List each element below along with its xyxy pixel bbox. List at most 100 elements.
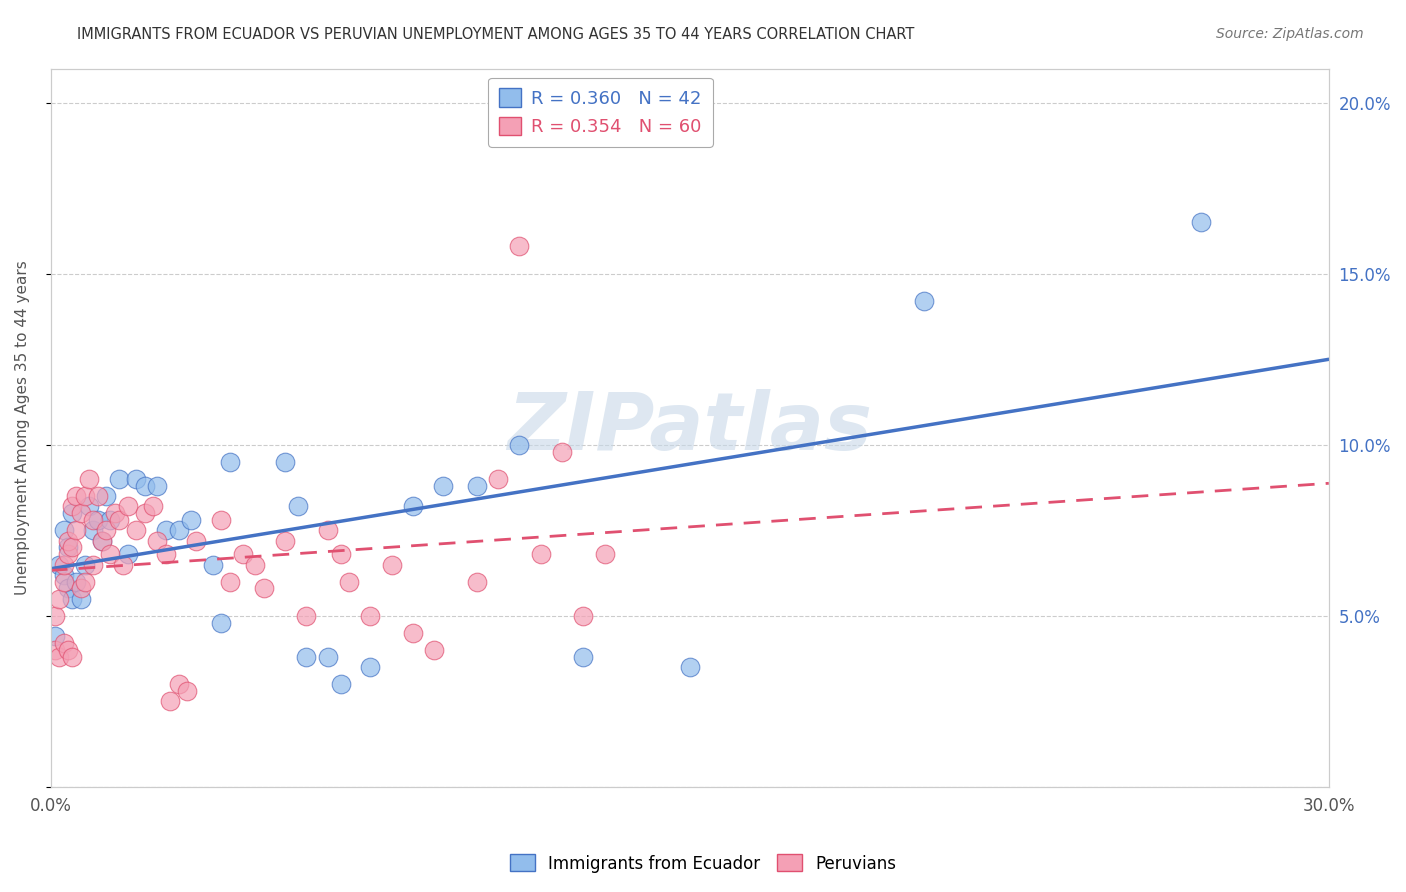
Point xyxy=(359,660,381,674)
Point xyxy=(52,558,75,572)
Point xyxy=(44,608,66,623)
Point xyxy=(52,524,75,538)
Point xyxy=(134,479,156,493)
Point xyxy=(65,524,87,538)
Legend: R = 0.360   N = 42, R = 0.354   N = 60: R = 0.360 N = 42, R = 0.354 N = 60 xyxy=(488,78,713,147)
Point xyxy=(423,643,446,657)
Point xyxy=(381,558,404,572)
Point xyxy=(60,500,83,514)
Point xyxy=(60,541,83,555)
Point xyxy=(176,684,198,698)
Point xyxy=(201,558,224,572)
Point xyxy=(486,472,509,486)
Point xyxy=(245,558,267,572)
Point xyxy=(209,513,232,527)
Legend: Immigrants from Ecuador, Peruvians: Immigrants from Ecuador, Peruvians xyxy=(503,847,903,880)
Point xyxy=(218,455,240,469)
Point xyxy=(56,547,79,561)
Point xyxy=(52,636,75,650)
Point xyxy=(86,513,108,527)
Point xyxy=(91,533,114,548)
Point xyxy=(117,500,139,514)
Point xyxy=(48,649,70,664)
Point xyxy=(82,558,104,572)
Point xyxy=(402,500,425,514)
Text: ZIPatlas: ZIPatlas xyxy=(508,389,872,467)
Point xyxy=(167,524,190,538)
Point xyxy=(287,500,309,514)
Point xyxy=(572,608,595,623)
Point xyxy=(69,582,91,596)
Point xyxy=(112,558,135,572)
Point xyxy=(572,649,595,664)
Point xyxy=(253,582,276,596)
Point xyxy=(56,533,79,548)
Point xyxy=(530,547,553,561)
Point xyxy=(60,506,83,520)
Point xyxy=(69,591,91,606)
Point xyxy=(108,513,131,527)
Point xyxy=(295,649,318,664)
Point xyxy=(184,533,207,548)
Y-axis label: Unemployment Among Ages 35 to 44 years: Unemployment Among Ages 35 to 44 years xyxy=(15,260,30,595)
Point xyxy=(155,547,177,561)
Point xyxy=(52,567,75,582)
Point xyxy=(52,574,75,589)
Text: IMMIGRANTS FROM ECUADOR VS PERUVIAN UNEMPLOYMENT AMONG AGES 35 TO 44 YEARS CORRE: IMMIGRANTS FROM ECUADOR VS PERUVIAN UNEM… xyxy=(77,27,915,42)
Point xyxy=(231,547,253,561)
Point xyxy=(508,438,530,452)
Point xyxy=(48,558,70,572)
Point xyxy=(104,506,127,520)
Point xyxy=(86,489,108,503)
Point xyxy=(108,472,131,486)
Point xyxy=(125,472,148,486)
Point xyxy=(209,615,232,630)
Point xyxy=(56,582,79,596)
Point xyxy=(91,533,114,548)
Point xyxy=(96,489,118,503)
Point xyxy=(82,524,104,538)
Point xyxy=(218,574,240,589)
Point xyxy=(60,649,83,664)
Point xyxy=(465,479,488,493)
Point xyxy=(100,547,122,561)
Point xyxy=(77,500,100,514)
Point xyxy=(359,608,381,623)
Point xyxy=(402,626,425,640)
Point xyxy=(82,513,104,527)
Point xyxy=(167,677,190,691)
Point xyxy=(1189,215,1212,229)
Point xyxy=(551,444,574,458)
Point xyxy=(465,574,488,589)
Point xyxy=(96,524,118,538)
Point xyxy=(329,547,352,561)
Point xyxy=(180,513,202,527)
Point xyxy=(44,629,66,643)
Point xyxy=(77,472,100,486)
Point xyxy=(73,489,96,503)
Point xyxy=(142,500,165,514)
Point xyxy=(73,558,96,572)
Point xyxy=(69,506,91,520)
Point xyxy=(125,524,148,538)
Point xyxy=(337,574,360,589)
Point xyxy=(593,547,616,561)
Point xyxy=(508,239,530,253)
Point xyxy=(316,649,339,664)
Point xyxy=(117,547,139,561)
Point xyxy=(100,513,122,527)
Point xyxy=(432,479,454,493)
Point xyxy=(48,591,70,606)
Point xyxy=(159,694,181,708)
Point xyxy=(73,574,96,589)
Point xyxy=(134,506,156,520)
Point xyxy=(316,524,339,538)
Point xyxy=(60,591,83,606)
Point xyxy=(295,608,318,623)
Point xyxy=(56,643,79,657)
Point xyxy=(44,643,66,657)
Point xyxy=(146,479,169,493)
Point xyxy=(146,533,169,548)
Point xyxy=(912,294,935,309)
Text: Source: ZipAtlas.com: Source: ZipAtlas.com xyxy=(1216,27,1364,41)
